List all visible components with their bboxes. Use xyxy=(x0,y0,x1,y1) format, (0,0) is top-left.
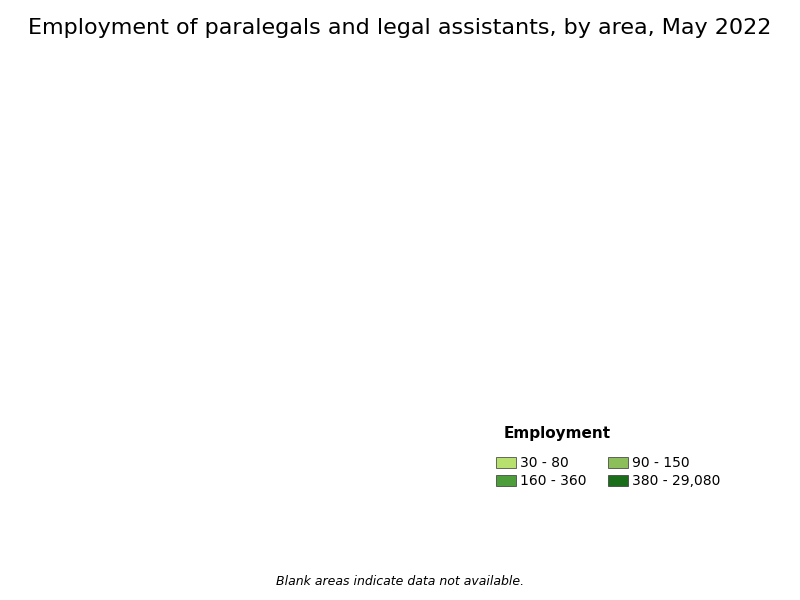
Text: Employment of paralegals and legal assistants, by area, May 2022: Employment of paralegals and legal assis… xyxy=(28,18,772,38)
Text: 30 - 80: 30 - 80 xyxy=(520,455,569,470)
Text: 160 - 360: 160 - 360 xyxy=(520,473,586,488)
Text: 380 - 29,080: 380 - 29,080 xyxy=(632,473,720,488)
Text: 90 - 150: 90 - 150 xyxy=(632,455,690,470)
Text: Employment: Employment xyxy=(504,426,611,441)
Text: Blank areas indicate data not available.: Blank areas indicate data not available. xyxy=(276,575,524,588)
